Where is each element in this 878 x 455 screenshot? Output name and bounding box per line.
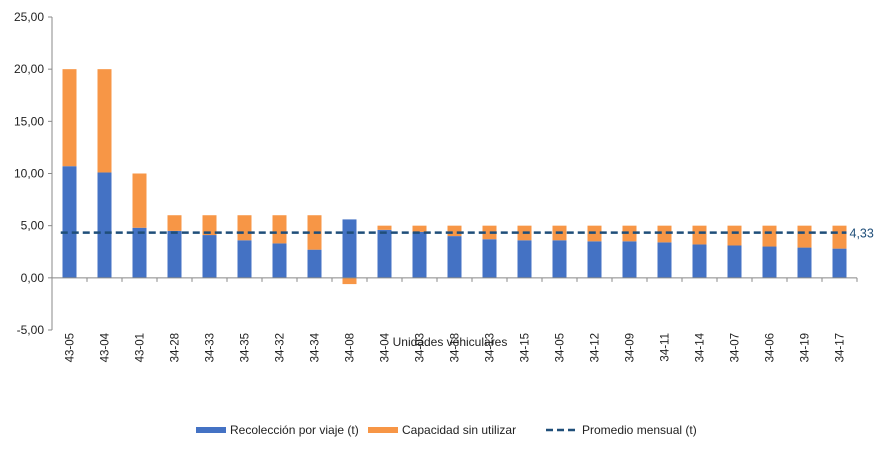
y-tick-label: 15,00 (14, 114, 44, 128)
y-tick-label: 0,00 (21, 271, 45, 285)
bar-recoleccion-34-32 (272, 243, 287, 278)
bar-recoleccion-34-33 (202, 235, 217, 278)
bar-recoleccion-34-08 (342, 219, 357, 278)
x-tick-label: 34-17 (835, 333, 847, 362)
bar-capacidad-34-17 (832, 225, 847, 249)
x-tick-label: 43-05 (65, 333, 77, 362)
legend-swatch (368, 427, 398, 433)
bar-recoleccion-34-04 (377, 229, 392, 278)
y-tick-labels: -5,00 0,00 5,00 10,00 15,00 20,00 25,00 (14, 10, 44, 337)
bar-recoleccion-34-06 (762, 246, 777, 278)
y-tick-label: 10,00 (14, 167, 44, 181)
bar-recoleccion-34-05 (552, 240, 567, 278)
bar-recoleccion-34-15 (517, 240, 532, 278)
x-axis-title: Unidades vehiculares (393, 335, 508, 349)
x-tick-label: 34-05 (555, 333, 567, 362)
bar-recoleccion-34-18 (447, 236, 462, 278)
bar-recoleccion-34-11 (657, 242, 672, 278)
x-tick-label: 34-15 (520, 333, 532, 362)
x-tick-label: 34-03 (415, 333, 427, 362)
average-line-layer: 4,33 (60, 227, 874, 241)
bar-capacidad-34-06 (762, 225, 777, 247)
y-tick-label: 5,00 (21, 219, 45, 233)
bar-capacidad-34-19 (797, 225, 812, 248)
bar-capacidad-34-35 (237, 215, 252, 241)
bar-capacidad-34-13 (482, 225, 497, 240)
bar-recoleccion-34-03 (412, 231, 427, 278)
bar-recoleccion-34-12 (587, 241, 602, 278)
x-tick-label: 34-32 (275, 333, 287, 362)
y-tick-label: 20,00 (14, 62, 44, 76)
x-tick-label: 43-04 (100, 332, 112, 362)
x-tick-label: 34-12 (590, 333, 602, 362)
legend-item: Recolección por viaje (t) (196, 423, 359, 437)
bars-layer (62, 69, 847, 285)
bar-recoleccion-34-28 (167, 230, 182, 278)
bar-capacidad-43-05 (62, 69, 77, 167)
x-tick-label: 34-04 (380, 332, 392, 362)
bar-recoleccion-34-07 (727, 245, 742, 278)
axes-layer (48, 16, 858, 331)
bar-capacidad-34-07 (727, 225, 742, 246)
bar-capacidad-34-09 (622, 225, 637, 242)
x-tick-labels: 43-05 43-04 43-01 34-28 34-33 34-35 34-32 34-34… (65, 332, 847, 362)
x-tick-label: 43-01 (135, 333, 147, 362)
x-tick-label: 34-34 (310, 332, 322, 362)
x-tick-label: 34-18 (450, 333, 462, 362)
bar-recoleccion-34-34 (307, 249, 322, 278)
bar-recoleccion-43-01 (132, 227, 147, 278)
x-tick-label: 34-33 (205, 333, 217, 362)
y-tick-label: -5,00 (17, 323, 45, 337)
bar-capacidad-34-18 (447, 225, 462, 237)
bar-recoleccion-34-35 (237, 240, 252, 278)
bar-recoleccion-43-05 (62, 166, 77, 278)
x-tick-label: 34-07 (730, 333, 742, 362)
bar-capacidad-34-28 (167, 215, 182, 231)
x-tick-label: 34-08 (345, 333, 357, 362)
x-tick-label: 34-13 (485, 333, 497, 362)
legend-item: Capacidad sin utilizar (368, 423, 516, 437)
bar-capacidad-43-04 (97, 69, 112, 173)
bar-capacidad-43-01 (132, 173, 147, 228)
bar-recoleccion-34-19 (797, 247, 812, 278)
x-tick-label: 34-14 (695, 332, 707, 362)
x-tick-label: 34-28 (170, 333, 182, 362)
bar-recoleccion-43-04 (97, 172, 112, 278)
bar-capacidad-34-03 (412, 225, 427, 232)
bar-capacidad-34-11 (657, 225, 672, 243)
bar-capacidad-34-33 (202, 215, 217, 236)
bar-recoleccion-34-17 (832, 248, 847, 278)
bar-capacidad-34-14 (692, 225, 707, 245)
y-tick-label: 25,00 (14, 10, 44, 24)
bar-recoleccion-34-13 (482, 239, 497, 278)
bar-capacidad-34-04 (377, 225, 392, 230)
bar-recoleccion-34-14 (692, 244, 707, 278)
x-tick-label: 34-11 (660, 333, 672, 362)
x-tick-label: 34-09 (625, 333, 637, 362)
legend-swatch (196, 427, 226, 433)
average-line-label: 4,33 (850, 227, 874, 241)
bar-capacidad-34-32 (272, 215, 287, 244)
legend-label: Recolección por viaje (t) (230, 423, 359, 437)
x-tick-label: 34-35 (240, 333, 252, 362)
legend: Recolección por viaje (t) Capacidad sin u… (196, 423, 697, 437)
legend-label: Promedio mensual (t) (582, 423, 697, 437)
x-tick-label: 34-19 (800, 333, 812, 362)
legend-label: Capacidad sin utilizar (402, 423, 516, 437)
legend-item: Promedio mensual (t) (546, 423, 697, 437)
bar-capacidad-34-08 (342, 277, 357, 285)
x-tick-label: 34-06 (765, 333, 777, 362)
bar-recoleccion-34-09 (622, 241, 637, 278)
